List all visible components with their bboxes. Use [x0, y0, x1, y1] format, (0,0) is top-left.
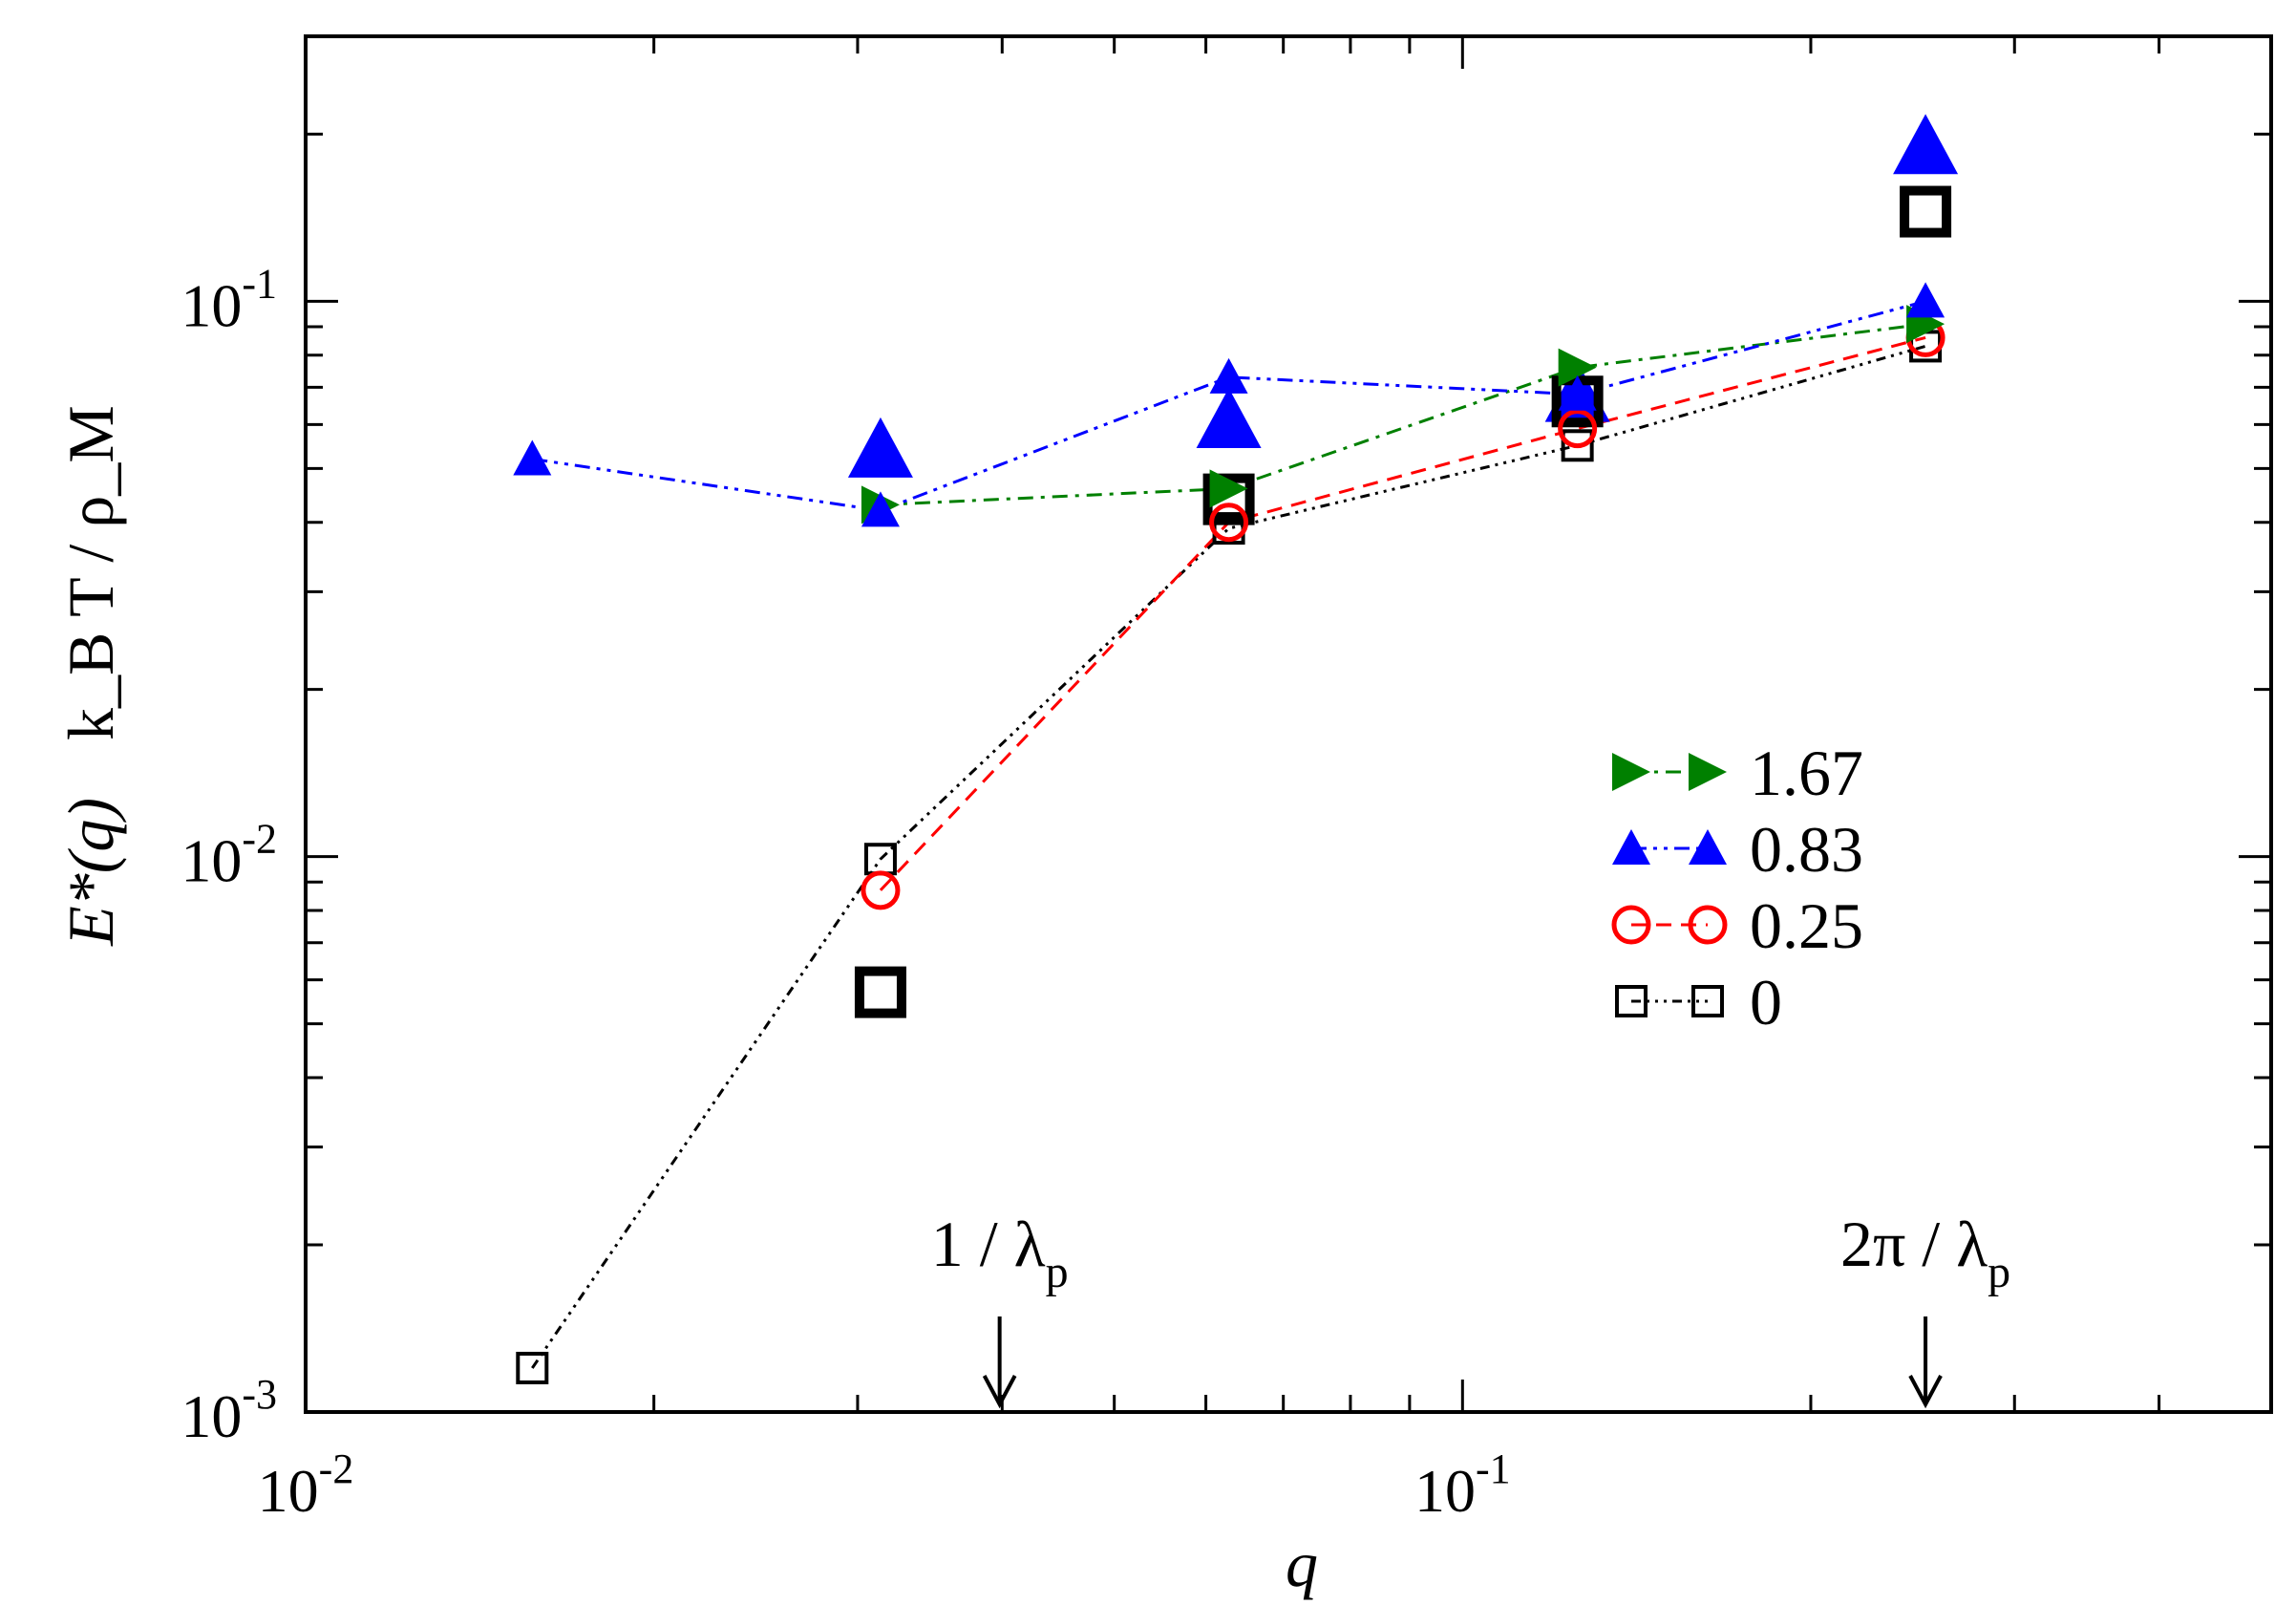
data-point — [513, 439, 552, 476]
legend-marker — [1612, 753, 1650, 791]
annotation: 2π / λp — [1840, 1208, 2010, 1409]
legend-item: 0.83 — [1612, 813, 1863, 886]
annotations: 1 / λp 2π / λp — [931, 1208, 2010, 1409]
data-point — [1209, 357, 1248, 394]
legend-marker — [1611, 905, 1651, 945]
y-tick-label: 10-2 — [181, 816, 277, 895]
legend-marker — [1689, 753, 1727, 791]
x-tick-label: 10-2 — [258, 1445, 354, 1525]
plot-lines — [531, 299, 1926, 1369]
x-tick-label: 10-1 — [1414, 1445, 1511, 1525]
large-marker — [847, 417, 913, 478]
legend-marker — [1615, 985, 1648, 1017]
large-marker — [1900, 185, 1952, 238]
legend-item: 0 — [1615, 966, 1782, 1038]
large-marker — [854, 966, 906, 1018]
legend-marker — [1691, 985, 1724, 1017]
plot-frame — [304, 34, 2273, 1414]
legend: 1.670.830.250 — [1611, 737, 1863, 1038]
legend-label: 1.67 — [1750, 737, 1863, 809]
series-line — [531, 344, 1926, 1369]
series-line — [880, 322, 1926, 506]
data-point — [516, 1351, 549, 1384]
legend-item: 0.25 — [1611, 889, 1863, 962]
data-point — [1558, 409, 1598, 449]
data-point — [861, 870, 901, 910]
data-point — [861, 491, 900, 527]
data-point — [1558, 374, 1597, 411]
y-axis-title-group: E*(q) k_B T / ρ_M — [54, 405, 127, 947]
large-marker — [1202, 473, 1255, 525]
legend-label: 0.83 — [1750, 813, 1863, 886]
legend-marker — [1688, 905, 1728, 945]
tick-labels: 10-2 10-110-310-210-1 — [181, 260, 1510, 1525]
y-axis-units: k_B T / ρ_M — [54, 405, 127, 740]
data-point — [1209, 469, 1248, 508]
data-point — [1558, 348, 1597, 387]
annotation-arrowhead — [1908, 1375, 1943, 1409]
legend-label: 0.25 — [1750, 889, 1863, 962]
legend-item: 1.67 — [1612, 737, 1863, 809]
legend-marker — [1689, 829, 1727, 865]
annotation-arrowhead — [982, 1375, 1017, 1409]
annotation-label: 1 / λp — [931, 1208, 1069, 1297]
plot-markers — [513, 114, 1959, 1384]
large-marker — [1893, 114, 1959, 175]
data-point — [1561, 429, 1594, 462]
axis-ticks — [304, 34, 2273, 1414]
x-axis-title: q — [1286, 1528, 1318, 1600]
y-tick-label: 10-3 — [181, 1371, 277, 1450]
y-axis-title: E*(q) — [54, 798, 127, 947]
legend-marker — [1612, 829, 1650, 865]
y-tick-label: 10-1 — [181, 260, 277, 339]
large-marker — [1196, 388, 1262, 449]
annotation: 1 / λp — [931, 1208, 1069, 1409]
series-line — [532, 299, 1926, 512]
series-line — [879, 335, 1926, 891]
annotation-label: 2π / λp — [1840, 1208, 2010, 1297]
data-point — [1209, 503, 1249, 543]
data-point — [1906, 282, 1945, 318]
legend-label: 0 — [1750, 966, 1782, 1038]
